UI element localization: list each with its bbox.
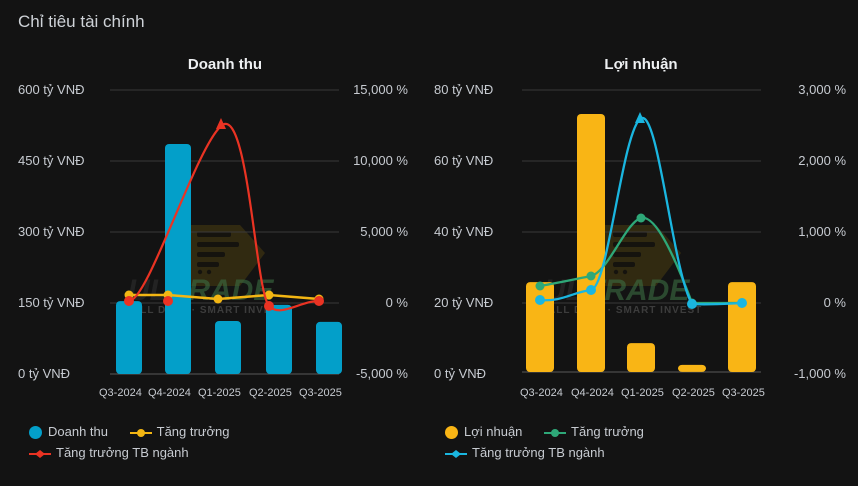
- svg-text:ALL DATA · SMART INVEST: ALL DATA · SMART INVEST: [132, 305, 286, 316]
- svg-text:ALL DATA · SMART INVEST: ALL DATA · SMART INVEST: [548, 305, 702, 316]
